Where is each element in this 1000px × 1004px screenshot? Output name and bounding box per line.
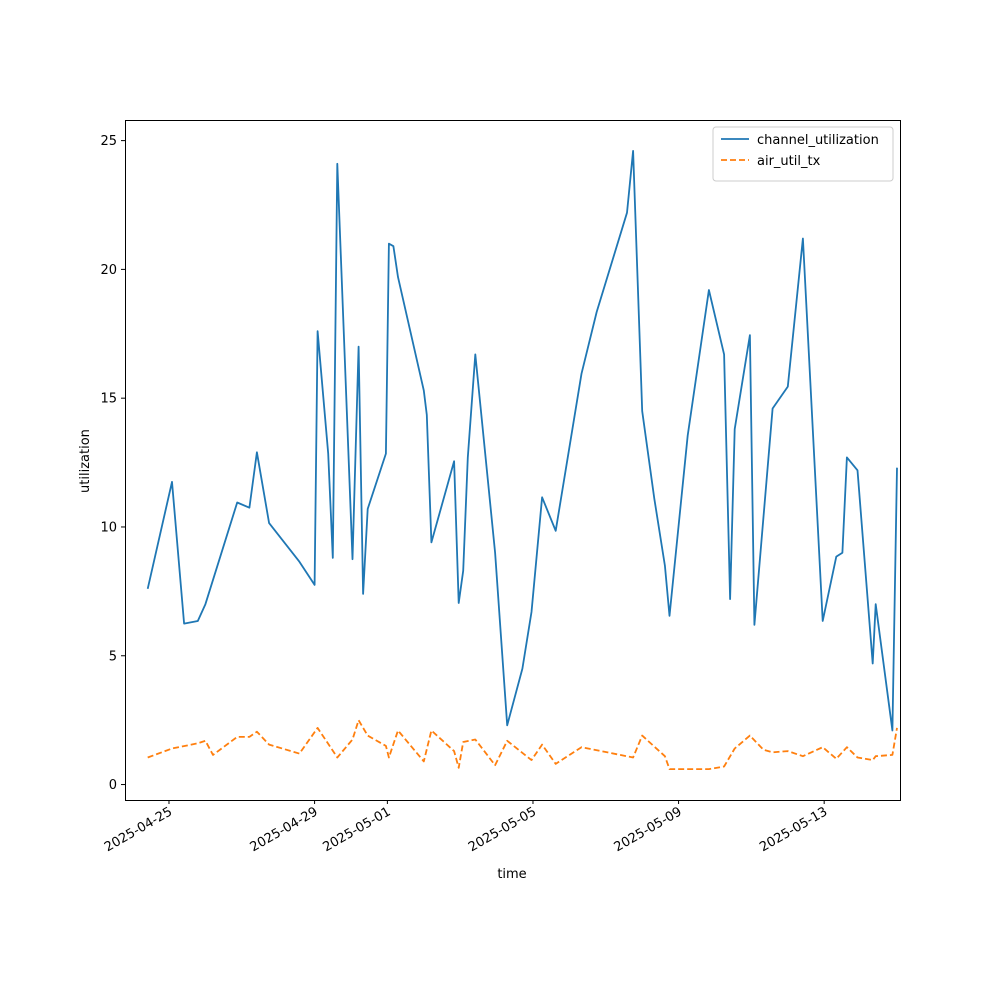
series-line-channel_utilization — [146, 150, 898, 732]
y-tick-label: 15 — [100, 392, 117, 407]
x-tick-label: 2025-05-01 — [320, 804, 393, 855]
legend-box — [712, 126, 894, 182]
series-line-air_util_tx — [147, 719, 898, 770]
x-tick-label: 2025-05-05 — [466, 804, 539, 855]
legend-label-channel_utilization: channel_utilization — [757, 133, 879, 148]
y-tick-label: 0 — [109, 778, 117, 793]
y-tick-label: 25 — [100, 134, 117, 149]
x-axis: 2025-04-25 2025-04-29 2025-05-01 2025-05-05… — [102, 800, 830, 855]
plot-frame — [125, 120, 901, 801]
x-tick-label: 2025-04-25 — [102, 804, 175, 855]
legend: channel_utilization air_util_tx — [712, 126, 894, 182]
y-axis-label: utilization — [78, 429, 93, 493]
x-tick-label: 2025-05-13 — [757, 804, 830, 855]
x-axis-label: time — [497, 867, 526, 882]
y-tick-label: 20 — [100, 263, 117, 278]
x-tick-label: 2025-05-09 — [612, 804, 685, 855]
legend-label-air_util_tx: air_util_tx — [757, 154, 821, 169]
y-axis: 0 5 10 15 20 25 — [100, 134, 125, 793]
y-tick-label: 10 — [100, 520, 117, 535]
y-tick-label: 5 — [109, 649, 117, 664]
x-tick-label: 2025-04-29 — [248, 804, 321, 855]
